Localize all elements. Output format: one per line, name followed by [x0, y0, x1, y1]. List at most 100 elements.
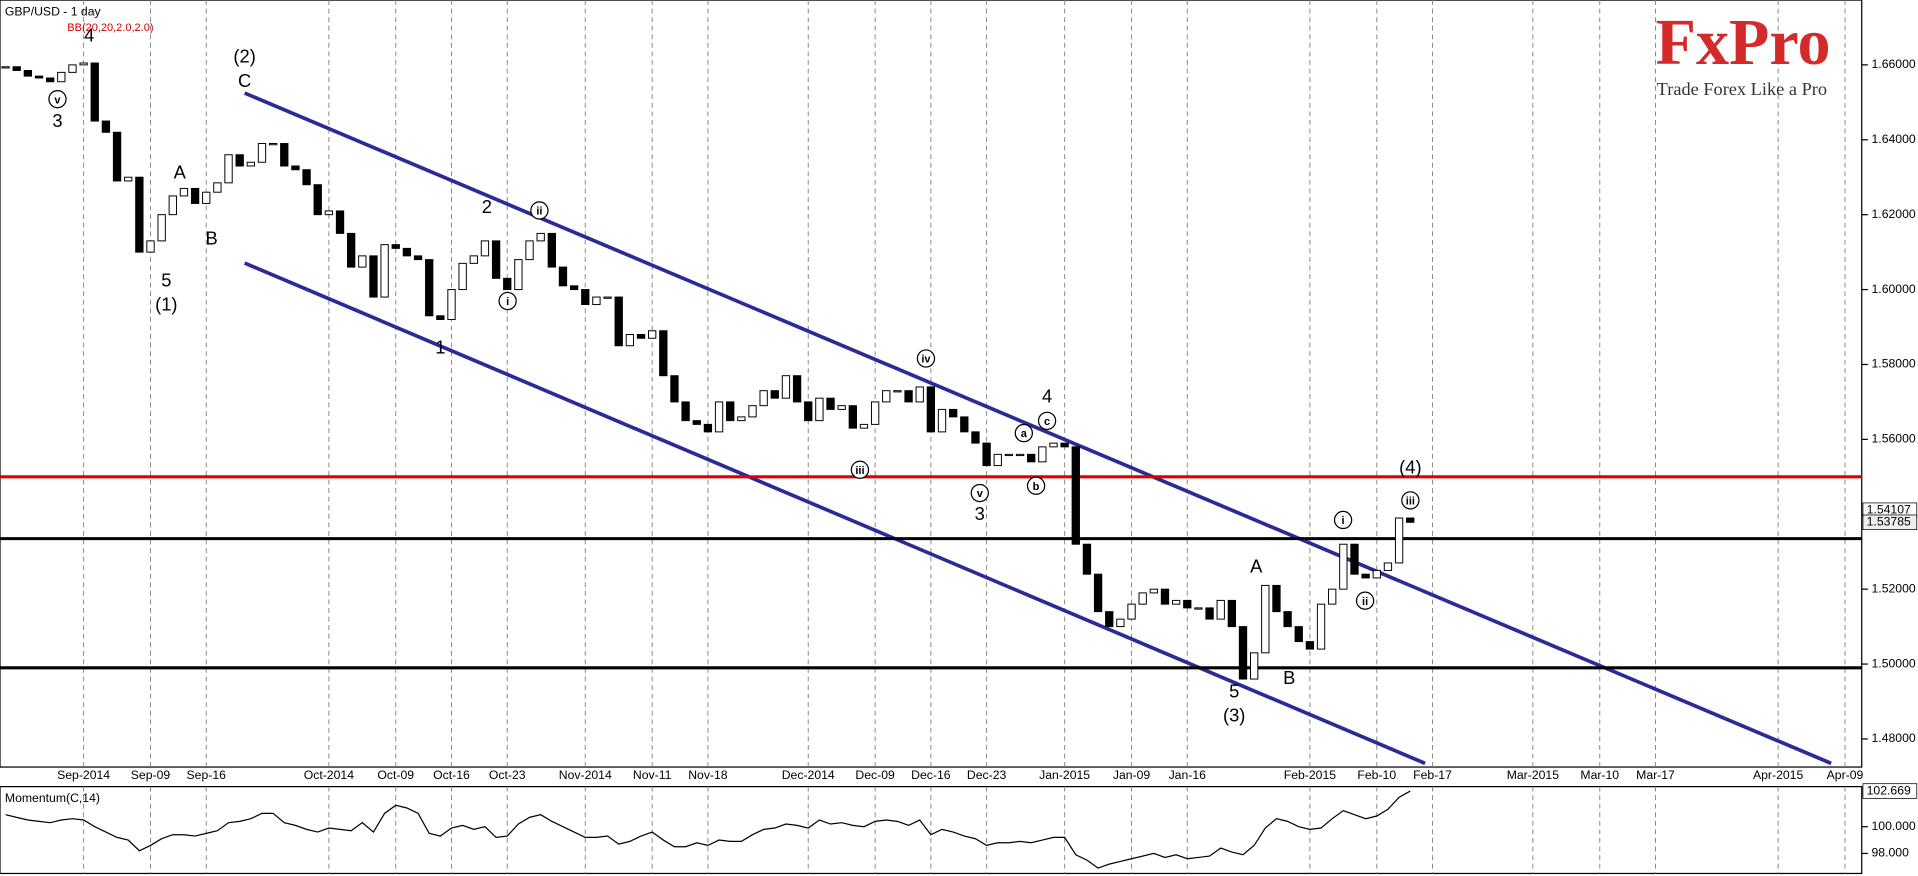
candle: [224, 154, 233, 184]
candle: [1361, 573, 1370, 579]
x-tick-label: Dec-2014: [782, 768, 835, 782]
wave-circle: [1333, 510, 1353, 530]
wave-circle: [498, 291, 517, 311]
wave-label: v: [977, 488, 984, 500]
candle: [804, 401, 813, 422]
y-tick-label: 1.56000: [1872, 432, 1916, 446]
wave-label: c: [1044, 416, 1050, 428]
wave-label: B: [205, 228, 217, 249]
candle: [1, 66, 10, 69]
candle: [369, 255, 378, 298]
candle: [1194, 607, 1203, 610]
candle: [636, 334, 646, 339]
candle: [737, 416, 746, 422]
candle: [759, 390, 768, 407]
candle: [1205, 607, 1214, 620]
candle: [1105, 611, 1114, 628]
candle: [46, 77, 55, 83]
candle: [68, 64, 77, 73]
x-tick-label: Oct-2014: [304, 768, 354, 782]
candle: [480, 240, 490, 257]
x-tick-label: Mar-2015: [1507, 768, 1559, 782]
logo-slogan: Trade Forex Like a Pro: [1657, 79, 1827, 99]
candle: [246, 161, 255, 167]
candle: [34, 75, 44, 79]
candle: [324, 210, 334, 216]
candle: [893, 390, 902, 393]
momentum-title: Momentum(C,14): [5, 791, 100, 805]
candle: [358, 255, 367, 268]
channel-upper: [243, 91, 1832, 766]
candle: [826, 397, 835, 410]
candle: [124, 176, 133, 182]
y-tick-label: 1.66000: [1872, 57, 1916, 71]
x-tick-label: Nov-18: [688, 768, 728, 782]
candle: [1160, 588, 1170, 605]
candle: [179, 187, 189, 197]
candle: [625, 334, 635, 347]
candle: [436, 315, 445, 321]
candle: [168, 195, 177, 216]
wave-label: C: [238, 70, 251, 91]
candle: [1350, 543, 1359, 575]
candle: [870, 401, 880, 425]
y-tick-label: 1.60000: [1872, 282, 1916, 296]
candle: [1216, 599, 1225, 620]
candle: [525, 240, 534, 261]
wave-label: 2: [482, 196, 492, 217]
wave-circle: [48, 89, 67, 109]
candle: [792, 375, 802, 403]
candle: [848, 405, 857, 429]
wave-circle: [1026, 476, 1046, 495]
candle: [491, 240, 501, 279]
candle: [603, 296, 612, 299]
logo-brand: FxPro: [1656, 6, 1831, 79]
candle: [558, 266, 568, 287]
y-tick-label: 1.58000: [1872, 357, 1916, 371]
price-tag: [1862, 514, 1918, 531]
candle: [1071, 446, 1080, 545]
y-tick-label: 1.64000: [1872, 132, 1916, 146]
candle: [859, 423, 869, 429]
candle: [569, 285, 579, 291]
candle: [681, 401, 690, 422]
candle: [937, 408, 947, 433]
candle: [904, 390, 913, 403]
x-tick-label: Feb-17: [1413, 768, 1452, 782]
candle: [1283, 611, 1292, 628]
x-tick-label: Sep-09: [131, 768, 171, 782]
wave-circle: [916, 349, 936, 368]
candle: [1127, 603, 1136, 620]
wave-circle: [1014, 423, 1034, 443]
candle: [157, 214, 166, 242]
wave-label: iii: [855, 465, 864, 477]
candle: [1383, 562, 1393, 571]
candle: [770, 390, 779, 399]
candle: [1138, 592, 1147, 605]
candle: [1272, 584, 1281, 613]
candle: [90, 62, 99, 122]
candle: [425, 259, 434, 317]
y-tick-label: 1.48000: [1872, 731, 1916, 745]
x-tick-label: Mar-17: [1636, 768, 1675, 782]
candle: [447, 289, 456, 321]
candle: [648, 330, 657, 339]
candle: [135, 176, 144, 253]
candle: [1238, 626, 1248, 680]
indicator-label: BB(20,20,2.0,2.0): [67, 22, 153, 34]
candle: [302, 169, 311, 186]
candle: [79, 62, 88, 66]
candle: [514, 259, 523, 291]
candle: [1183, 599, 1192, 609]
wave-circle: [530, 201, 549, 220]
x-tick-label: Sep-16: [187, 768, 227, 782]
candle: [380, 244, 389, 298]
candle: [57, 71, 66, 83]
x-tick-label: Oct-16: [433, 768, 470, 782]
candle: [915, 386, 924, 403]
candle: [1116, 618, 1125, 628]
candle: [402, 247, 412, 257]
candle: [1227, 599, 1237, 628]
candle: [837, 405, 846, 410]
